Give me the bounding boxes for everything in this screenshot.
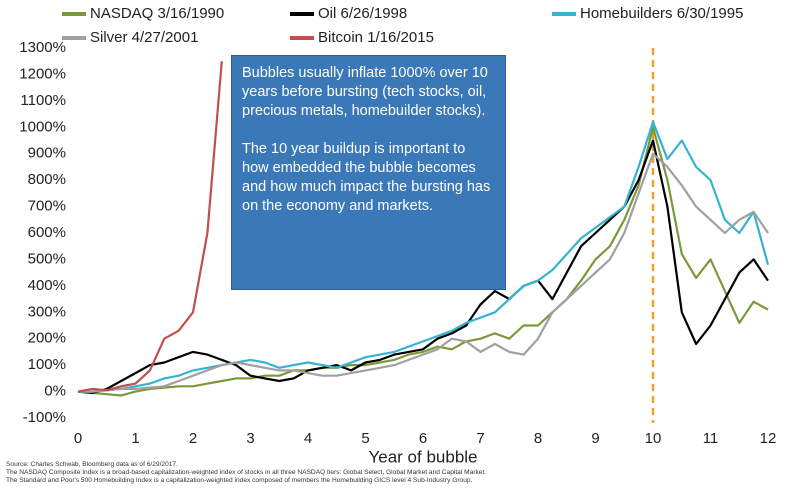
y-tick-label: 600% [28, 224, 66, 241]
y-tick-label: -100% [23, 409, 66, 426]
annotation-text: The 10 year buildup is important to how … [242, 141, 491, 214]
x-tick-label: 4 [304, 430, 312, 447]
legend-label: Silver 4/27/2001 [90, 29, 198, 46]
y-tick-label: 1300% [19, 39, 66, 56]
y-tick-label: 1000% [19, 118, 66, 135]
x-tick-label: 9 [591, 430, 599, 447]
legend-label: Bitcoin 1/16/2015 [318, 29, 434, 46]
source-line: Source: Charles Schwab, Bloomberg data a… [6, 461, 178, 468]
legend-label: Oil 6/26/1998 [318, 5, 407, 22]
source-notes: Source: Charles Schwab, Bloomberg data a… [6, 461, 486, 485]
y-tick-label: 100% [28, 356, 66, 373]
y-tick-label: 800% [28, 171, 66, 188]
legend-label: Homebuilders 6/30/1995 [580, 5, 743, 22]
y-tick-label: 1100% [20, 92, 66, 109]
x-tick-label: 11 [703, 430, 719, 447]
y-tick-label: 300% [28, 303, 66, 320]
y-tick-label: 1200% [19, 65, 66, 82]
source-line: The Standard and Poor's 500 Homebuilding… [6, 477, 473, 484]
x-tick-label: 2 [189, 430, 197, 447]
y-tick-label: 900% [28, 145, 66, 162]
x-tick-label: 5 [361, 430, 369, 447]
x-tick-label: 3 [246, 430, 254, 447]
y-tick-label: 500% [28, 250, 66, 267]
y-tick-label: 400% [28, 277, 66, 294]
series-line [77, 61, 223, 393]
x-tick-label: 10 [645, 430, 662, 447]
series-line [78, 120, 770, 393]
x-tick-label: 12 [760, 430, 777, 447]
series-line [77, 139, 769, 394]
series-line [77, 126, 769, 397]
x-tick-label: 1 [131, 430, 139, 447]
x-tick-label: 6 [419, 430, 427, 447]
x-tick-label: 7 [476, 430, 484, 447]
x-axis-title: Year of bubble [368, 447, 477, 466]
y-tick-label: 700% [28, 198, 66, 215]
y-tick-label: 0% [44, 383, 66, 400]
series-line [78, 152, 769, 393]
x-tick-label: 0 [74, 430, 82, 447]
x-tick-label: 8 [534, 430, 542, 447]
source-line: The NASDAQ Composite Index is a broad-ba… [6, 469, 487, 476]
y-tick-label: 200% [28, 330, 66, 347]
legend-label: NASDAQ 3/16/1990 [90, 5, 224, 22]
annotation-box: Bubbles usually inflate 1000% over 10 ye… [231, 55, 506, 290]
annotation-text: Bubbles usually inflate 1000% over 10 ye… [242, 65, 488, 119]
